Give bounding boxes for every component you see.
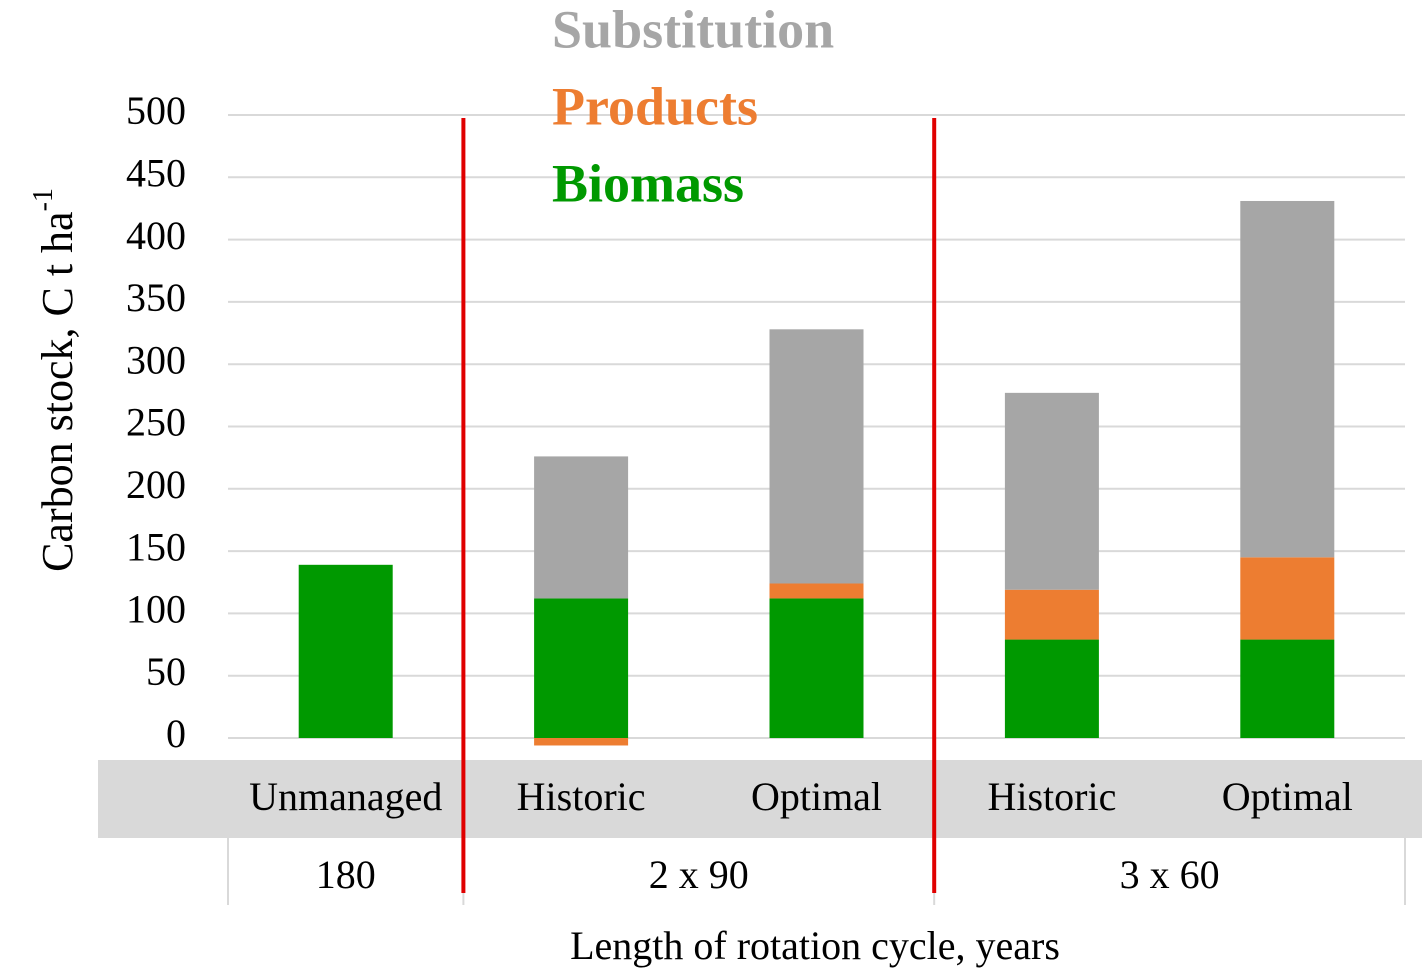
- bar-segment: [1004, 392, 1099, 590]
- y-tick-label: 400: [126, 213, 186, 258]
- bar-segment: [1004, 639, 1099, 738]
- x-tick-label: Optimal: [1222, 774, 1353, 819]
- y-axis-label-text: Carbon stock, C t ha: [33, 211, 82, 572]
- y-tick-label: 150: [126, 524, 186, 569]
- bar-segment: [298, 564, 393, 738]
- bar-segment: [1004, 589, 1099, 640]
- y-tick-label: 100: [126, 587, 186, 632]
- bar-segment: [769, 598, 864, 738]
- bar-segment: [1240, 639, 1335, 738]
- legend-label: Products: [552, 76, 758, 136]
- y-tick-label: 450: [126, 150, 186, 195]
- y-tick-label: 300: [126, 337, 186, 382]
- bar-segment: [769, 583, 864, 599]
- y-tick-label: 200: [126, 462, 186, 507]
- bar-segment: [534, 456, 629, 599]
- legend-label: Biomass: [552, 153, 744, 213]
- legend-label: Substitution: [552, 0, 834, 59]
- bar-segment: [534, 598, 629, 738]
- y-axis-label: Carbon stock, C t ha-1: [28, 188, 82, 572]
- category-band: [98, 760, 1422, 838]
- bar-segment: [1240, 200, 1335, 558]
- bar-segment: [1240, 557, 1335, 640]
- bar-segment: [769, 329, 864, 584]
- group-label: 3 x 60: [1120, 852, 1220, 897]
- group-label: 180: [316, 852, 376, 897]
- group-label: 2 x 90: [649, 852, 749, 897]
- bar-segment: [534, 738, 629, 746]
- y-tick-label: 350: [126, 275, 186, 320]
- y-tick-label: 0: [166, 711, 186, 756]
- x-tick-label: Optimal: [751, 774, 882, 819]
- y-tick-label: 250: [126, 400, 186, 445]
- x-tick-label: Historic: [987, 774, 1116, 819]
- x-tick-label: Historic: [517, 774, 646, 819]
- x-tick-label: Unmanaged: [249, 774, 442, 819]
- x-axis-label: Length of rotation cycle, years: [570, 923, 1060, 968]
- y-tick-label: 500: [126, 88, 186, 133]
- y-axis-label-sup: -1: [28, 188, 59, 211]
- y-tick-label: 50: [146, 649, 186, 694]
